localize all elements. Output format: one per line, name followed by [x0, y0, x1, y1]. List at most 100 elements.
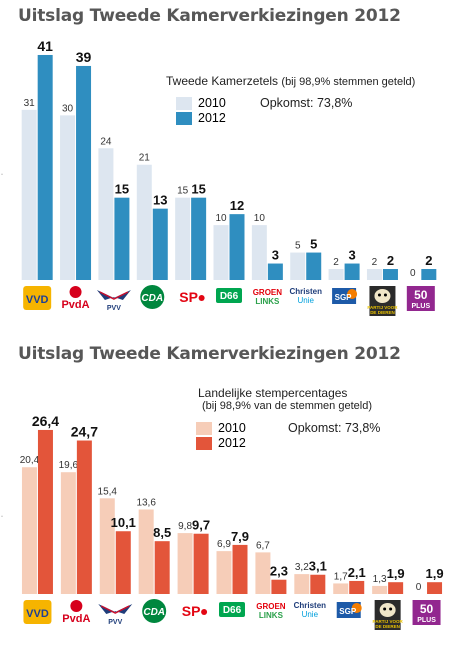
data-label-2010-vvd: 20,4 [20, 455, 40, 466]
bar-2012-d66 [232, 544, 248, 594]
data-label-2010-partij-voor-de-dieren: 1,3 [373, 574, 387, 585]
bar-2012-50plus [427, 582, 443, 594]
legend-label-2010: 2010 [198, 96, 226, 110]
bar-2012-d66 [229, 214, 245, 280]
data-label-2010-pvda: 30 [62, 103, 74, 114]
legend-subtitle: (bij 98,9% van de stemmen geteld) [202, 400, 372, 412]
legend-title: Tweede Kamerzetels [166, 74, 279, 88]
logo-text: SP [179, 289, 198, 305]
logo-text-line1: 50 [420, 602, 434, 616]
data-label-2010-groenlinks: 6,7 [256, 540, 270, 551]
legend-swatch-2012 [196, 436, 212, 450]
bar-2012-groenlinks [267, 263, 283, 280]
party-logo-cda: CDA [140, 285, 165, 309]
logo-text: PvdA [62, 613, 90, 625]
data-label-2012-christenunie: 3,1 [309, 559, 327, 574]
legend-label-2012: 2012 [218, 436, 246, 450]
legend-item-2010: 2010 [176, 96, 226, 110]
logo-text-line2: DE DIEREN [375, 624, 400, 629]
logo-text-line2: DE DIEREN [370, 310, 395, 315]
logo-text: D66 [223, 605, 242, 616]
data-label-2010-groenlinks: 10 [254, 213, 266, 224]
party-logo-cda: CDA [142, 599, 167, 623]
logo-text: SP [182, 603, 201, 619]
logo-text: SGP [335, 293, 353, 302]
bar-2012-50plus [421, 269, 437, 280]
party-logo-vvd: VVD [23, 286, 52, 310]
data-label-2010-d66: 6,9 [217, 539, 231, 550]
logo-text-line1: Christen [294, 601, 327, 610]
percentages-chart-svg: 20,4 26,4 19,6 24,7 15,4 10,113,6 8,5 9,8 9,7 6,9… [1, 413, 444, 630]
data-label-2010-50plus: 0 [416, 582, 422, 593]
bar-2010-d66 [213, 225, 229, 280]
bar-2010-partij-voor-de-dieren [366, 269, 382, 280]
party-logo-d66: D66 [219, 602, 245, 617]
logo-text: PVV [107, 305, 121, 312]
party-logo-pvda: PvdA [61, 286, 90, 311]
bar-2010-pvda [60, 115, 76, 280]
data-label-2012-50plus: 2 [425, 253, 432, 268]
data-label-2012-pvv: 15 [115, 182, 129, 197]
party-logo-sp: SP [179, 289, 205, 305]
data-label-2010-cda: 13,6 [136, 497, 156, 508]
data-label-2012-d66: 7,9 [231, 529, 249, 544]
bar-2010-groenlinks [251, 225, 267, 280]
legend-item-2012: 2012 [196, 436, 246, 450]
data-label-2012-vvd: 26,4 [32, 413, 59, 429]
logo-text-line2: PLUS [411, 303, 430, 310]
data-label-2010-pvda: 19,6 [59, 460, 79, 471]
data-label-2010-cda: 21 [139, 153, 151, 164]
data-label-2010-partij-voor-de-dieren: 2 [372, 257, 378, 268]
data-label-2012-sgp: 2,1 [348, 565, 366, 580]
bar-2010-sp [177, 533, 193, 594]
legend-label-2012: 2012 [198, 111, 226, 125]
logo-text-line2: PLUS [417, 617, 436, 624]
bar-2010-christenunie [294, 574, 310, 594]
chart-title: Uitslag Tweede Kamerverkiezingen 2012 [18, 6, 401, 26]
logo-text: CDA [141, 293, 163, 304]
data-label-2010-sp: 9,8 [178, 521, 192, 532]
bar-2012-christenunie [310, 574, 326, 594]
bar-2012-partij-voor-de-dieren [382, 269, 398, 280]
data-label-2012-50plus: 1,9 [426, 566, 444, 581]
logo-text: PVV [108, 619, 122, 626]
data-label-2012-cda: 8,5 [153, 525, 171, 540]
data-label-2010-christenunie: 5 [295, 241, 301, 252]
legend-item-2012: 2012 [176, 111, 226, 125]
bar-2010-cda [136, 164, 152, 280]
logo-text: PvdA [61, 299, 89, 311]
data-label-2012-christenunie: 5 [310, 237, 317, 252]
bar-2010-sgp [328, 269, 344, 280]
logo-text-line2: LINKS [259, 611, 284, 620]
bar-2010-sgp [333, 583, 349, 594]
turnout-label: Opkomst: 73,8% [260, 96, 353, 110]
party-logo-pvv: PVV [96, 290, 131, 312]
logo-text-line1: GROEN [256, 602, 286, 611]
bar-2012-pvv [115, 531, 131, 594]
logo-text: SGP [339, 607, 357, 616]
data-label-2010-sp: 15 [177, 186, 189, 197]
logo-text: VVD [26, 294, 49, 306]
data-label-2010-pvv: 15,4 [98, 486, 118, 497]
legend-title: Landelijke stempercentages [198, 386, 348, 400]
bar-2010-pvv [98, 148, 114, 280]
bar-2010-d66 [216, 551, 232, 594]
bar-2010-pvda [60, 472, 76, 594]
bar-2010-partij-voor-de-dieren [372, 585, 388, 594]
bar-2010-christenunie [290, 252, 306, 280]
data-label-2012-cda: 13 [153, 193, 167, 208]
logo-text: CDA [143, 607, 165, 618]
data-label-2012-vvd: 41 [37, 38, 53, 54]
party-logo-d66: D66 [216, 288, 242, 303]
data-label-2012-groenlinks: 2,3 [270, 564, 288, 579]
bar-2012-cda [154, 541, 170, 594]
logo-text-line2: Unie [302, 610, 319, 619]
legend-label-2010: 2010 [218, 421, 246, 435]
seats-chart: Uitslag Tweede Kamerverkiezingen 2012 31… [0, 0, 468, 325]
logo-text-line1: PARTIJ VOOR [373, 619, 404, 624]
